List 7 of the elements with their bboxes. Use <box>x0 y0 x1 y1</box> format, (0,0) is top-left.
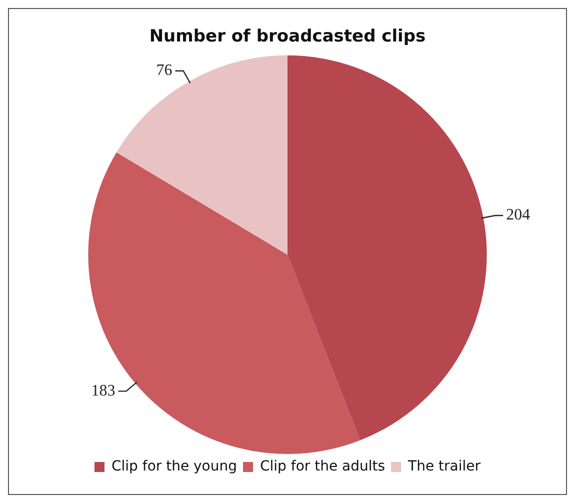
data-label: 183 <box>91 382 116 400</box>
legend-label: The trailer <box>407 458 481 475</box>
data-label: 76 <box>156 62 172 80</box>
legend-label: Clip for the young <box>112 458 238 475</box>
legend-label: Clip for the adults <box>260 458 386 475</box>
data-label: 204 <box>506 206 530 224</box>
chart-title: Number of broadcasted clips <box>149 26 426 47</box>
